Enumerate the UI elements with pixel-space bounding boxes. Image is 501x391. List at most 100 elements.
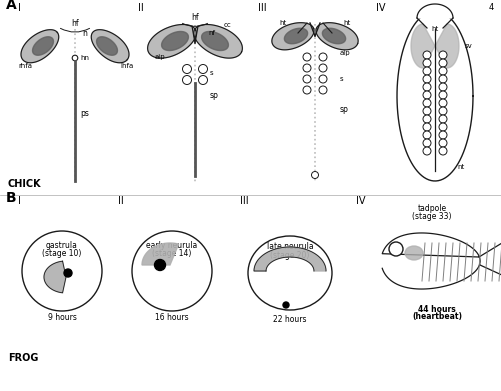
Circle shape <box>438 123 446 131</box>
Circle shape <box>198 75 207 84</box>
Text: I: I <box>18 3 21 13</box>
Circle shape <box>438 67 446 75</box>
Polygon shape <box>410 24 434 68</box>
Text: nt: nt <box>456 164 463 170</box>
Circle shape <box>22 231 102 311</box>
Circle shape <box>132 231 211 311</box>
Circle shape <box>438 115 446 123</box>
Ellipse shape <box>404 246 422 260</box>
Text: (stage 33): (stage 33) <box>411 212 451 221</box>
Circle shape <box>72 55 78 61</box>
Polygon shape <box>193 25 242 58</box>
Text: (stage 10): (stage 10) <box>42 249 82 258</box>
Circle shape <box>388 242 402 256</box>
Circle shape <box>422 99 430 107</box>
Text: ht: ht <box>279 20 286 26</box>
Text: cc: cc <box>223 22 231 28</box>
Text: III: III <box>258 3 266 13</box>
Polygon shape <box>315 23 357 50</box>
Text: nf: nf <box>207 30 214 36</box>
Text: hn: hn <box>80 55 89 61</box>
Text: s: s <box>339 76 343 82</box>
Circle shape <box>303 75 311 83</box>
Circle shape <box>422 139 430 147</box>
Circle shape <box>422 91 430 99</box>
Text: rhfa: rhfa <box>18 63 32 69</box>
Polygon shape <box>396 11 472 181</box>
Circle shape <box>318 86 326 94</box>
Text: tadpole: tadpole <box>417 204 446 213</box>
Text: gastrula: gastrula <box>46 242 78 251</box>
Polygon shape <box>44 261 66 293</box>
Text: (heartbeat): (heartbeat) <box>411 312 461 321</box>
Circle shape <box>422 75 430 83</box>
Circle shape <box>438 107 446 115</box>
Text: late neurula: late neurula <box>266 242 313 251</box>
Polygon shape <box>284 28 307 44</box>
Text: ht: ht <box>343 20 350 26</box>
Text: 22 hours: 22 hours <box>273 316 306 325</box>
Circle shape <box>438 51 446 59</box>
Text: ps: ps <box>80 108 89 118</box>
Circle shape <box>422 83 430 91</box>
Circle shape <box>422 59 430 67</box>
Text: lhfa: lhfa <box>120 63 133 69</box>
Circle shape <box>303 86 311 94</box>
Circle shape <box>64 269 72 277</box>
Circle shape <box>283 302 289 308</box>
Circle shape <box>182 65 191 74</box>
Text: II: II <box>118 196 124 206</box>
Circle shape <box>438 83 446 91</box>
Text: ht: ht <box>430 26 438 32</box>
Text: IV: IV <box>375 3 385 13</box>
Ellipse shape <box>247 236 331 310</box>
Circle shape <box>318 64 326 72</box>
Polygon shape <box>254 247 325 271</box>
Text: early neurula: early neurula <box>146 242 197 251</box>
Polygon shape <box>201 32 228 50</box>
Text: aip: aip <box>339 50 350 56</box>
Text: fb: fb <box>431 12 437 18</box>
Circle shape <box>422 123 430 131</box>
Text: CHICK: CHICK <box>8 179 42 189</box>
Circle shape <box>311 172 318 179</box>
Text: II: II <box>138 3 143 13</box>
Polygon shape <box>96 37 117 55</box>
Circle shape <box>438 147 446 155</box>
Text: aip: aip <box>154 54 165 60</box>
Circle shape <box>438 59 446 67</box>
Text: 4: 4 <box>488 4 493 13</box>
Text: A: A <box>6 0 17 12</box>
Circle shape <box>422 115 430 123</box>
Circle shape <box>198 65 207 74</box>
Text: 44 hours: 44 hours <box>417 305 455 314</box>
Circle shape <box>422 147 430 155</box>
Text: III: III <box>239 196 248 206</box>
Circle shape <box>422 51 430 59</box>
Text: (stage 20): (stage 20) <box>270 251 309 260</box>
Text: (stage 14): (stage 14) <box>152 249 191 258</box>
Text: s: s <box>209 70 213 76</box>
Circle shape <box>438 91 446 99</box>
Text: 9 hours: 9 hours <box>48 312 76 321</box>
Circle shape <box>154 260 165 271</box>
Text: FROG: FROG <box>8 353 38 363</box>
Text: hf: hf <box>71 18 79 27</box>
Circle shape <box>438 99 446 107</box>
Text: hf: hf <box>191 13 198 22</box>
Circle shape <box>182 75 191 84</box>
Text: I: I <box>18 196 21 206</box>
Circle shape <box>303 53 311 61</box>
Polygon shape <box>142 243 178 265</box>
Circle shape <box>422 67 430 75</box>
Text: sv: sv <box>464 43 472 49</box>
Text: B: B <box>6 191 17 205</box>
Circle shape <box>422 131 430 139</box>
Text: IV: IV <box>355 196 365 206</box>
Polygon shape <box>33 37 53 55</box>
Text: n: n <box>82 29 87 38</box>
Text: 16 hours: 16 hours <box>155 312 188 321</box>
Polygon shape <box>322 28 345 44</box>
Text: sp: sp <box>339 104 348 113</box>
Circle shape <box>303 64 311 72</box>
